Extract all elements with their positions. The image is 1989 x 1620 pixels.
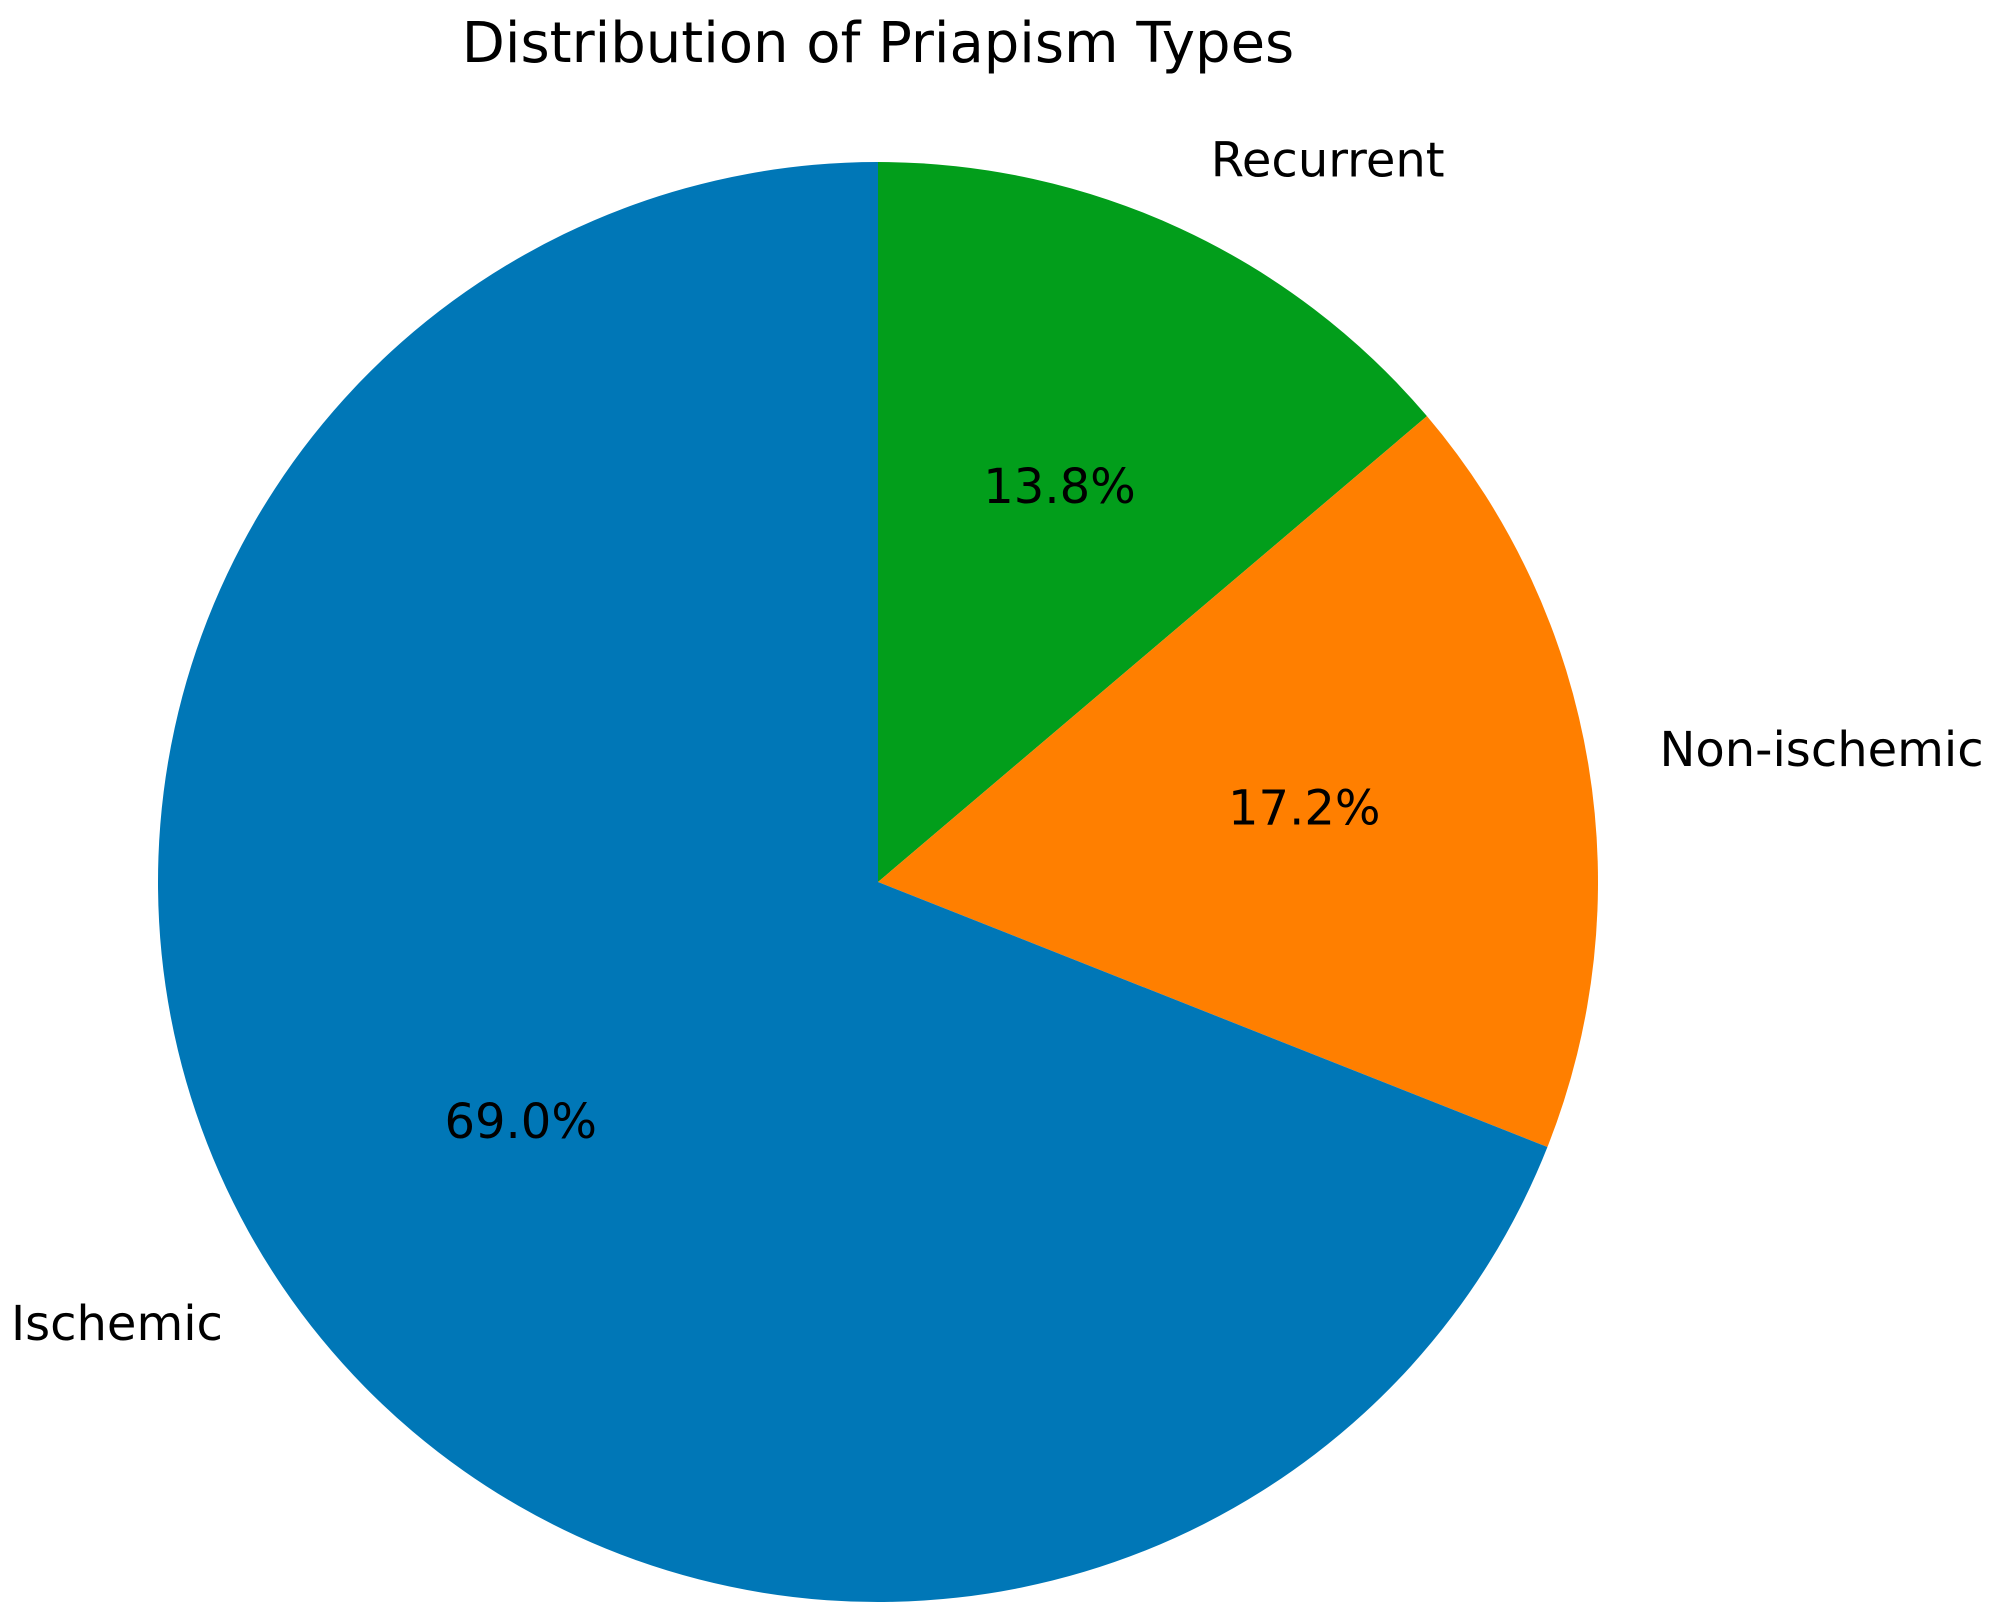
pct-label-ischemic: 69.0%: [444, 1094, 596, 1150]
pie-slice-non-ischemic: [878, 416, 1598, 1148]
pct-label-non-ischemic: 17.2%: [1228, 781, 1380, 837]
slice-label-non-ischemic: Non-ischemic: [1659, 722, 1983, 778]
slice-label-ischemic: Ischemic: [11, 1296, 223, 1352]
pie-slices: [157, 162, 1598, 1602]
pie-labels: Recurrent 13.8% Non-ischemic 17.2% Ischemic 6…: [11, 132, 1984, 1352]
chart-title: Distribution of Priapism Types: [462, 11, 1294, 76]
slice-label-recurrent: Recurrent: [1211, 132, 1445, 188]
pie-slice-recurrent: [878, 162, 1427, 882]
pie-slice-ischemic: [157, 162, 1548, 1602]
pct-label-recurrent: 13.8%: [983, 459, 1135, 515]
